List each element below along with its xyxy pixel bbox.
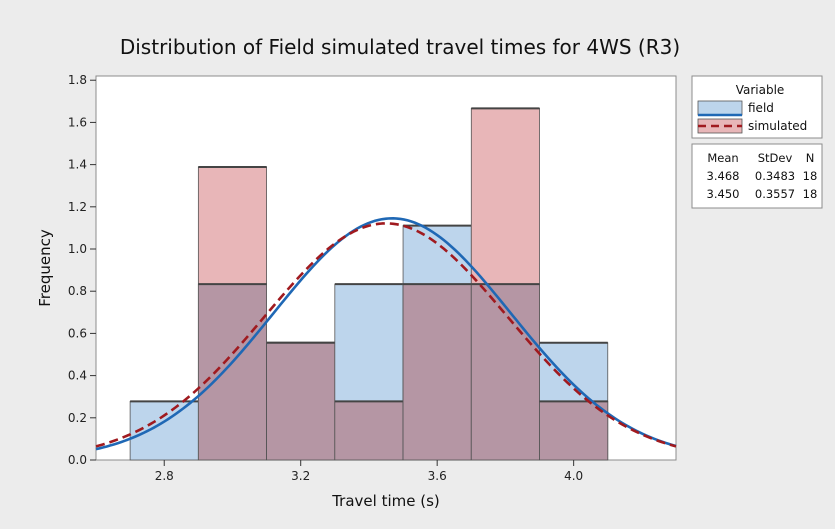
legend-label-field: field <box>748 101 774 115</box>
stats-frame <box>691 143 823 209</box>
x-tick-label-0: 2.8 <box>155 469 174 483</box>
curves-layer <box>95 217 677 451</box>
x-tick-label-1: 3.2 <box>291 469 310 483</box>
y-tick-label-8: 1.6 <box>68 115 87 129</box>
stats-simulated-stdev: 0.3557 <box>755 187 795 201</box>
chart-title: Distribution of Field simulated travel t… <box>120 35 680 59</box>
stats-field-n: 18 <box>803 169 818 183</box>
legend-title: Variable <box>736 83 785 97</box>
legend-swatch-field <box>697 100 743 116</box>
axes-layer: 2.8 3.2 3.6 4.0 0.0 0.2 0.4 0.6 0.8 1.0 1.2 1.4 1.6 1… <box>68 73 583 483</box>
x-tick-label-3: 4.0 <box>564 469 583 483</box>
x-axis-title: Travel time (s) <box>331 492 440 510</box>
stats-header-n: N <box>806 151 815 165</box>
bar-overlap-4 <box>402 283 472 461</box>
bars-layer <box>129 107 609 461</box>
stats-table: Mean StDev N 3.468 0.3483 18 3.450 0.355… <box>691 143 823 209</box>
y-tick-label-3: 0.6 <box>68 326 87 340</box>
curve-field <box>95 217 677 451</box>
bar-overlap-5 <box>470 283 540 461</box>
stats-simulated-mean: 3.450 <box>707 187 740 201</box>
stats-header-mean: Mean <box>707 151 738 165</box>
bar-overlap-3 <box>334 400 404 461</box>
stats-field-mean: 3.468 <box>707 169 740 183</box>
x-tick-label-2: 3.6 <box>428 469 447 483</box>
y-tick-label-0: 0.0 <box>68 453 87 467</box>
legend: Variable field simulated <box>691 75 823 139</box>
stats-simulated-n: 18 <box>803 187 818 201</box>
y-axis-title: Frequency <box>36 229 54 307</box>
y-tick-label-2: 0.4 <box>68 369 87 383</box>
bar-overlap-1 <box>197 283 267 461</box>
y-tick-label-9: 1.8 <box>68 73 87 87</box>
y-tick-label-5: 1.0 <box>68 242 87 256</box>
y-tick-label-4: 0.8 <box>68 284 87 298</box>
stats-field-stdev: 0.3483 <box>755 169 795 183</box>
curve-simulated <box>95 222 677 448</box>
y-tick-label-7: 1.4 <box>68 158 87 172</box>
bar-overlap-2 <box>266 342 336 461</box>
y-tick-label-6: 1.2 <box>68 200 87 214</box>
stats-header-stdev: StDev <box>758 151 793 165</box>
y-tick-label-1: 0.2 <box>68 411 87 425</box>
bar-overlap-6 <box>539 400 609 461</box>
legend-label-simulated: simulated <box>748 119 807 133</box>
